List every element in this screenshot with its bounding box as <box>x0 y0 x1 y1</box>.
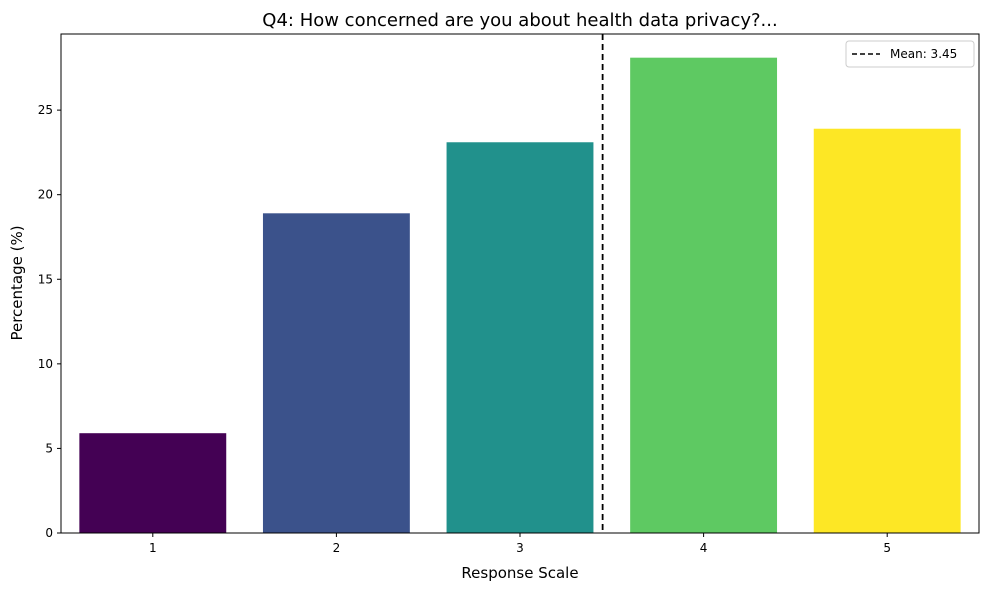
x-axis-label: Response Scale <box>461 564 578 582</box>
bars-layer <box>79 57 961 534</box>
legend-box <box>845 40 975 68</box>
chart-title: Q4: How concerned are you about health d… <box>262 10 777 31</box>
x-tick-label: 1 <box>149 541 157 555</box>
legend-label-mean: Mean: 3.45 <box>890 47 957 61</box>
bar-5 <box>813 128 961 534</box>
bar-1 <box>79 433 227 533</box>
y-tick-label: 15 <box>38 272 53 286</box>
y-axis-label: Percentage (%) <box>8 225 26 340</box>
y-tick-label: 25 <box>38 103 53 117</box>
legend: Mean: 3.45 <box>845 40 975 68</box>
bar-2 <box>262 213 410 534</box>
y-tick-label: 20 <box>38 188 53 202</box>
x-tick-label: 3 <box>516 541 524 555</box>
x-tick-label: 5 <box>883 541 891 555</box>
x-axis: 1 2 3 4 5 <box>149 533 891 555</box>
x-tick-label: 2 <box>333 541 341 555</box>
bar-4 <box>630 57 778 534</box>
y-tick-label: 0 <box>45 526 53 540</box>
y-tick-label: 10 <box>38 357 53 371</box>
x-tick-label: 4 <box>700 541 708 555</box>
y-axis: 0 5 10 15 20 25 <box>38 103 61 540</box>
y-tick-label: 5 <box>45 441 53 455</box>
bar-3 <box>446 142 594 533</box>
